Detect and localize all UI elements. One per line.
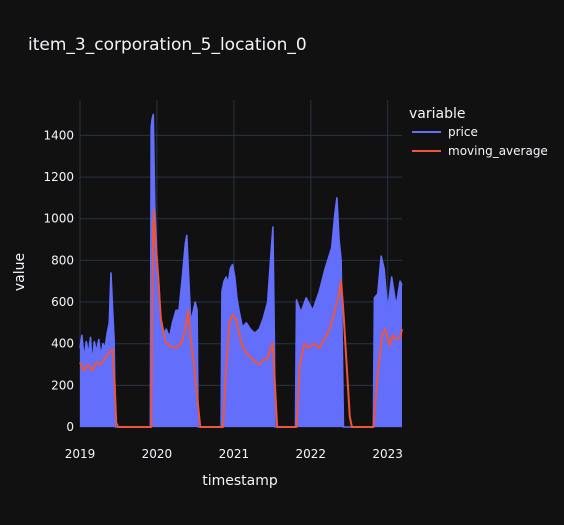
legend-label: moving_average	[448, 144, 548, 158]
legend-label: price	[448, 125, 478, 139]
y-tick-label: 200	[51, 378, 74, 392]
x-axis-title: timestamp	[202, 473, 278, 489]
y-axis-title: value	[12, 253, 28, 291]
legend-title: variable	[409, 106, 465, 122]
price-area-layer	[80, 114, 402, 427]
y-tick-label: 600	[51, 295, 74, 309]
legend-item-moving-average[interactable]: moving_average	[412, 144, 548, 158]
moving-average-line	[79, 209, 403, 428]
x-tick-label: 2019	[65, 447, 96, 461]
tick-layer: 0 200 400 600 800 1000 1200 1400 2019 2020 2021 202…	[43, 128, 402, 461]
y-tick-label: 1000	[43, 212, 74, 226]
y-tick-label: 400	[51, 337, 74, 351]
x-tick-label: 2020	[142, 447, 173, 461]
x-tick-label: 2023	[372, 447, 403, 461]
chart-title: item_3_corporation_5_location_0	[28, 35, 307, 55]
legend-item-price[interactable]: price	[412, 125, 478, 139]
x-tick-label: 2021	[219, 447, 250, 461]
x-tick-label: 2022	[296, 447, 327, 461]
y-tick-label: 800	[51, 253, 74, 267]
y-tick-label: 0	[66, 420, 74, 434]
y-tick-label: 1400	[43, 128, 74, 142]
price-area	[80, 114, 402, 427]
legend: variable price moving_average	[409, 106, 548, 158]
y-tick-label: 1200	[43, 170, 74, 184]
legend-items: price moving_average	[412, 125, 548, 158]
price-line	[79, 113, 403, 428]
series-layer	[79, 113, 403, 428]
